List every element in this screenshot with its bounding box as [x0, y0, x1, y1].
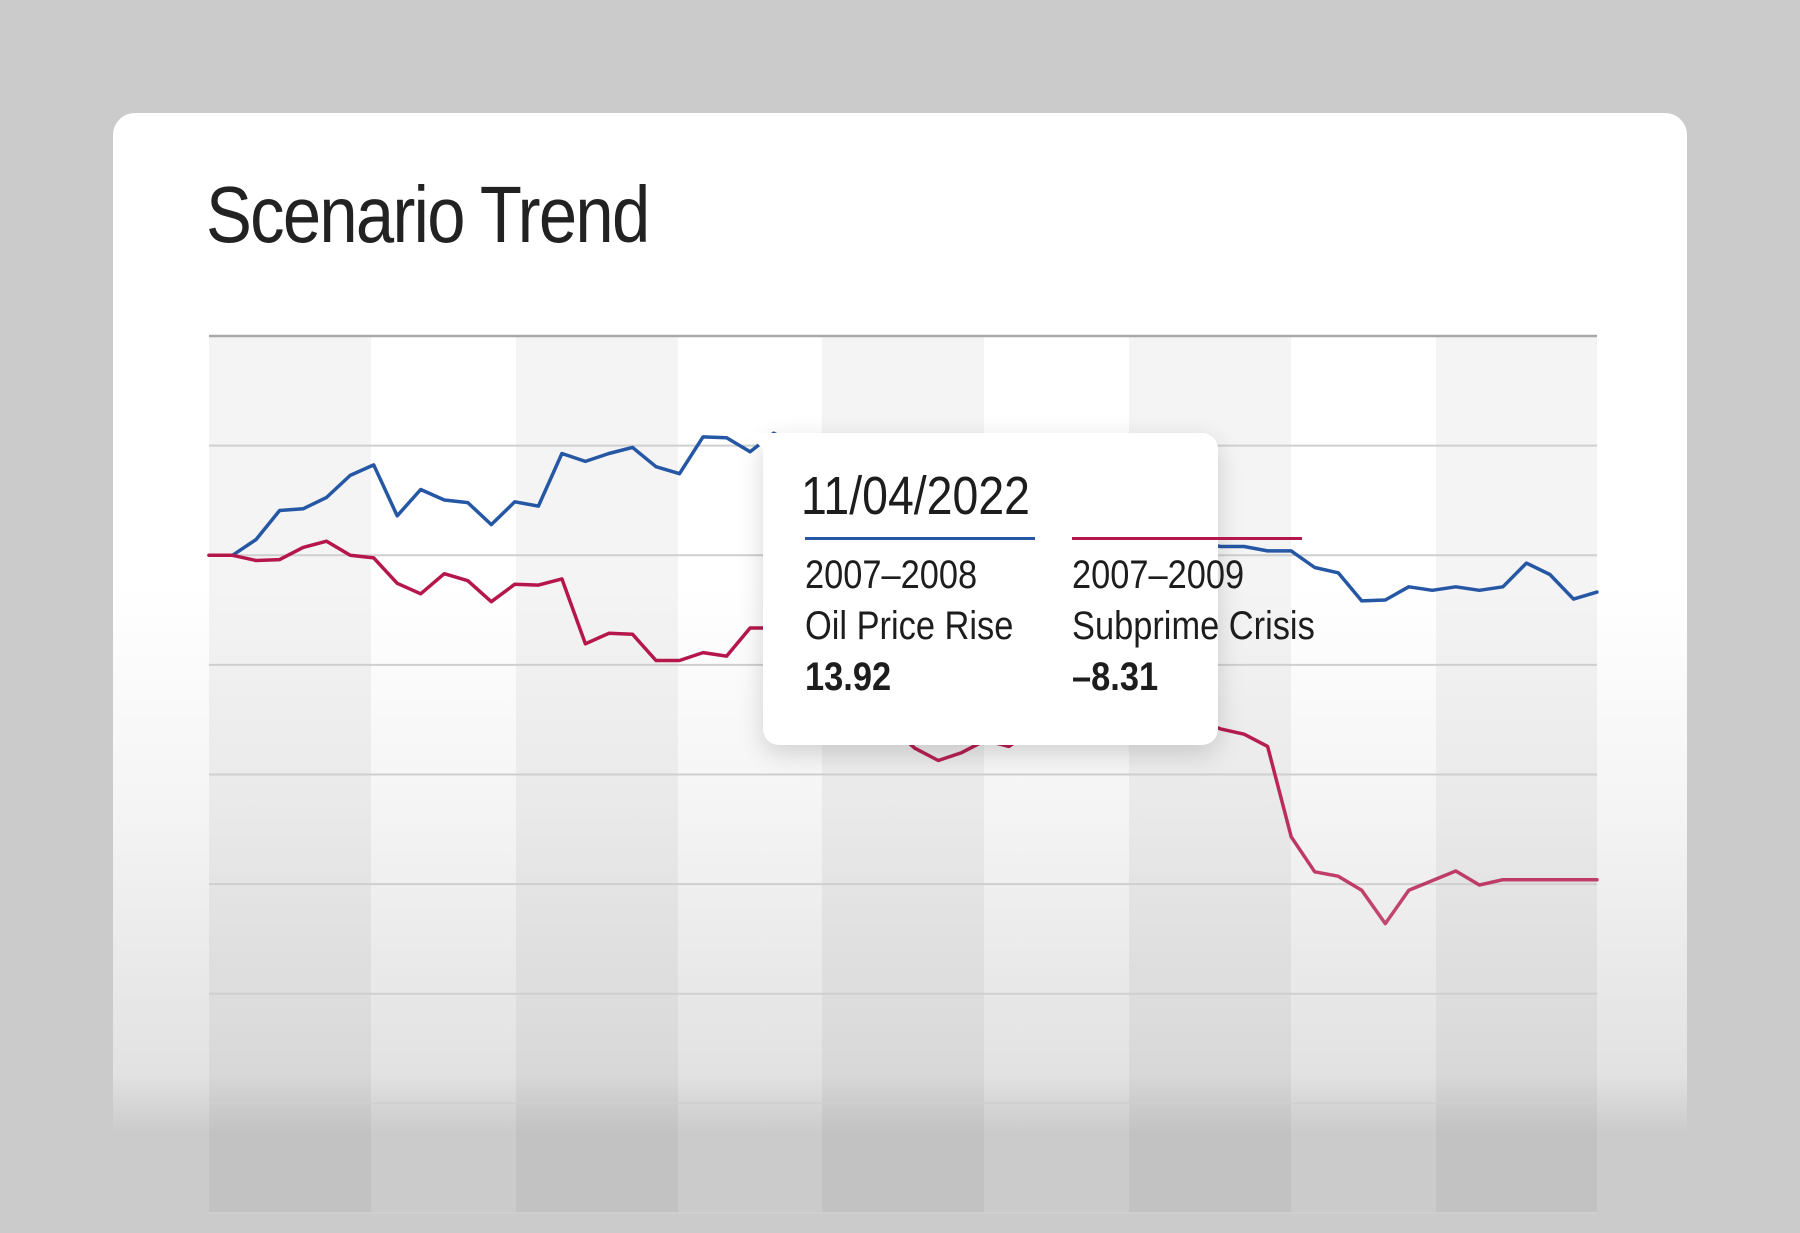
tooltip-series-subprime-label: Subprime Crisis	[1072, 604, 1315, 648]
chart-title: Scenario Trend	[206, 170, 650, 259]
tooltip-series-oil: 2007–2008 Oil Price Rise 13.92	[805, 537, 1035, 703]
chart-tooltip: 11/04/2022 2007–2008 Oil Price Rise 13.9…	[763, 433, 1315, 745]
tooltip-series-oil-rule	[805, 537, 1035, 540]
tooltip-series-oil-value: 13.92	[805, 655, 892, 699]
tooltip-series-subprime: 2007–2009 Subprime Crisis –8.31	[1072, 537, 1315, 703]
tooltip-series-subprime-value: –8.31	[1072, 655, 1159, 699]
tooltip-date: 11/04/2022	[801, 466, 1030, 526]
tooltip-series-subprime-rule	[1072, 537, 1302, 540]
tooltip-series-subprime-period: 2007–2009	[1072, 553, 1245, 597]
tooltip-series-oil-period: 2007–2008	[805, 553, 978, 597]
tooltip-series-oil-label: Oil Price Rise	[805, 604, 1014, 648]
scenario-trend-card: Scenario Trend 11/04/2022 2007–2008 Oil …	[113, 113, 1687, 1233]
